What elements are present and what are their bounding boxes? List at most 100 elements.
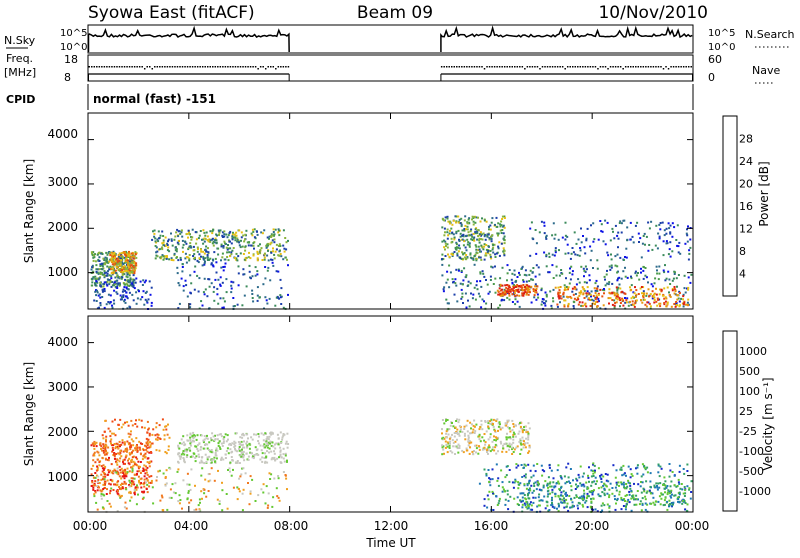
echo-pixel [207, 480, 210, 483]
echo-pixel [586, 495, 589, 497]
echo-pixel [103, 273, 106, 276]
echo-pixel [507, 419, 510, 422]
echo-pixel [187, 256, 190, 259]
nave-tick-low: 0 [708, 71, 715, 84]
echo-pixel [505, 465, 508, 468]
echo-pixel [200, 474, 203, 477]
echo-pixel [608, 496, 611, 499]
echo-pixel [274, 458, 277, 461]
echo-pixel [497, 450, 499, 453]
echo-pixel [504, 476, 507, 479]
echo-pixel [102, 443, 105, 446]
echo-pixel [163, 434, 166, 437]
echo-pixel [119, 469, 122, 471]
echo-pixel [182, 285, 185, 288]
echo-pixel [597, 493, 600, 496]
echo-pixel [194, 456, 197, 459]
nave-point [564, 68, 566, 70]
echo-pixel [214, 237, 217, 240]
echo-pixel [185, 456, 188, 458]
echo-pixel [198, 461, 201, 464]
echo-pixel [611, 299, 614, 301]
echo-pixel [565, 495, 568, 497]
echo-pixel [492, 446, 495, 449]
echo-pixel [227, 469, 229, 471]
echo-pixel [467, 280, 470, 283]
echo-pixel [574, 287, 577, 290]
echo-pixel [202, 255, 205, 258]
echo-pixel [597, 292, 600, 295]
echo-pixel [225, 278, 228, 281]
echo-pixel [470, 432, 473, 435]
echo-pixel [519, 438, 522, 441]
echo-pixel [636, 466, 639, 469]
echo-pixel [210, 451, 213, 454]
echo-pixel [554, 286, 557, 289]
echo-pixel [520, 448, 523, 451]
echo-pixel [644, 508, 647, 511]
echo-pixel [552, 300, 555, 303]
echo-pixel [469, 234, 472, 237]
echo-pixel [619, 220, 622, 223]
echo-pixel [244, 245, 247, 248]
echo-pixel [112, 472, 115, 475]
echo-pixel [649, 492, 652, 495]
echo-pixel [554, 247, 557, 250]
echo-pixel [201, 238, 203, 241]
echo-pixel [118, 428, 121, 430]
echo-pixel [671, 289, 674, 292]
echo-pixel [119, 261, 122, 264]
echo-pixel [238, 447, 241, 450]
nave-point [579, 66, 582, 68]
echo-pixel [153, 235, 156, 238]
echo-pixel [475, 248, 478, 251]
echo-pixel [287, 443, 290, 445]
echo-pixel [241, 509, 244, 512]
echo-pixel [272, 457, 275, 460]
echo-pixel [285, 440, 288, 443]
echo-pixel [509, 290, 512, 293]
echo-pixel [232, 305, 235, 308]
echo-pixel [485, 302, 488, 305]
echo-pixel [242, 446, 244, 449]
nave-point [536, 66, 539, 68]
nave-point [478, 66, 481, 68]
echo-pixel [501, 426, 504, 429]
echo-pixel [572, 479, 574, 482]
echo-pixel [277, 475, 280, 477]
echo-pixel [462, 244, 465, 247]
echo-pixel [277, 296, 280, 299]
echo-pixel [215, 447, 218, 450]
echo-pixel [130, 477, 133, 480]
echo-pixel [448, 222, 451, 225]
echo-pixel [441, 253, 444, 256]
echo-pixel [130, 445, 133, 448]
echo-pixel [184, 252, 187, 255]
echo-pixel [238, 446, 241, 448]
echo-pixel [683, 495, 686, 497]
echo-pixel [98, 454, 101, 457]
echo-pixel [676, 285, 678, 288]
echo-pixel [92, 259, 95, 262]
echo-pixel [443, 239, 445, 242]
echo-pixel [518, 440, 521, 443]
echo-pixel [448, 220, 451, 223]
echo-pixel [606, 269, 608, 272]
colorbar-tick-label: 8 [739, 245, 746, 258]
echo-pixel [225, 493, 228, 495]
nave-point [229, 66, 232, 68]
freq-panel-frame [87, 54, 694, 82]
echo-pixel [686, 485, 689, 488]
echo-pixel [499, 283, 502, 286]
echo-pixel [676, 496, 679, 499]
velocity-ylabel: Slant Range [km] [22, 362, 36, 466]
echo-pixel [113, 264, 116, 267]
nave-point [176, 66, 179, 68]
echo-pixel [162, 258, 165, 261]
echo-pixel [661, 493, 664, 496]
echo-pixel [606, 503, 609, 506]
echo-pixel [468, 442, 471, 445]
echo-pixel [125, 270, 128, 272]
echo-pixel [157, 240, 160, 243]
echo-pixel [123, 477, 126, 480]
